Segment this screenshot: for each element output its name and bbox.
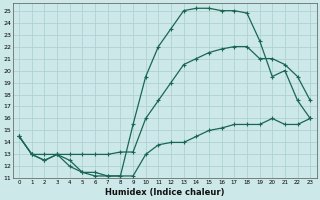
X-axis label: Humidex (Indice chaleur): Humidex (Indice chaleur) xyxy=(105,188,224,197)
